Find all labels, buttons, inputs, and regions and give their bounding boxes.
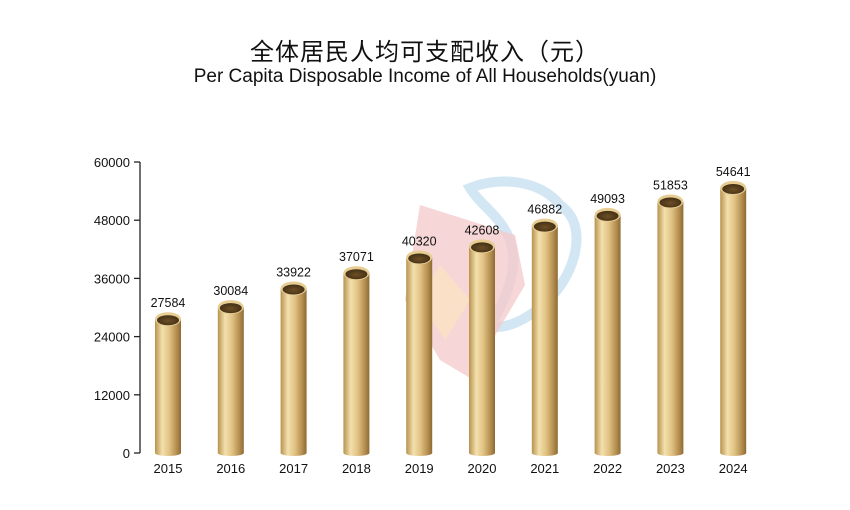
bar-body (343, 273, 369, 453)
bar-body (469, 246, 495, 453)
bar-cap (722, 184, 744, 194)
bar-cap (283, 284, 305, 294)
bar-value-label: 49093 (590, 192, 625, 206)
bar-cap (471, 242, 493, 252)
bar (469, 239, 495, 456)
bar-base (218, 450, 244, 456)
bar-base (469, 450, 495, 456)
bar-cap (534, 222, 556, 232)
bar-base (532, 450, 558, 456)
bar-cap (597, 211, 619, 221)
bar-value-label: 40320 (402, 234, 437, 248)
y-tick-label: 24000 (94, 330, 130, 345)
bar-value-label: 27584 (151, 296, 186, 310)
x-tick-label: 2024 (719, 461, 748, 476)
y-tick-label: 36000 (94, 271, 130, 286)
y-tick-label: 48000 (94, 213, 130, 228)
bar-cap (408, 253, 430, 263)
bar (720, 181, 746, 456)
bar-body (155, 319, 181, 453)
bar (532, 219, 558, 456)
y-tick-label: 12000 (94, 388, 130, 403)
x-tick-label: 2017 (279, 461, 308, 476)
bar (595, 208, 621, 456)
bar (657, 195, 683, 456)
bar-value-label: 46882 (527, 203, 562, 217)
bar-base (406, 450, 432, 456)
bar-body (281, 288, 307, 453)
bar-body (720, 188, 746, 453)
x-tick-label: 2020 (468, 461, 497, 476)
bar-body (595, 215, 621, 453)
bar-base (281, 450, 307, 456)
bar-cap (157, 315, 179, 325)
bar-value-label: 42608 (465, 223, 500, 237)
bar-base (343, 450, 369, 456)
x-axis-labels: 2015 2016 2017 2018 2019 2020 2021 2022 2023 2024 (154, 461, 748, 476)
bar-body (657, 202, 683, 453)
x-tick-label: 2023 (656, 461, 685, 476)
bar-cap (220, 303, 242, 313)
bar (155, 312, 181, 456)
bar (406, 250, 432, 456)
bar-body (532, 226, 558, 453)
bar-value-label: 33922 (276, 265, 311, 279)
x-tick-label: 2019 (405, 461, 434, 476)
y-axis: 0 12000 24000 36000 48000 60000 (94, 155, 140, 461)
bar-base (155, 450, 181, 456)
bar-value-label: 51853 (653, 179, 688, 193)
bar-base (595, 450, 621, 456)
x-tick-label: 2021 (530, 461, 559, 476)
bar (218, 300, 244, 456)
bar-cap (659, 198, 681, 208)
bar-base (720, 450, 746, 456)
x-tick-label: 2016 (216, 461, 245, 476)
y-tick-label: 0 (123, 446, 130, 461)
bar-value-label: 30084 (213, 284, 248, 298)
bar-value-label: 54641 (716, 165, 751, 179)
bar-body (406, 257, 432, 453)
bar (281, 281, 307, 456)
bar-body (218, 307, 244, 453)
x-tick-label: 2022 (593, 461, 622, 476)
bar-value-label: 37071 (339, 250, 374, 264)
x-tick-label: 2018 (342, 461, 371, 476)
bar-base (657, 450, 683, 456)
y-tick-label: 60000 (94, 155, 130, 170)
bar-cap (345, 269, 367, 279)
bar (343, 266, 369, 456)
x-tick-label: 2015 (154, 461, 183, 476)
